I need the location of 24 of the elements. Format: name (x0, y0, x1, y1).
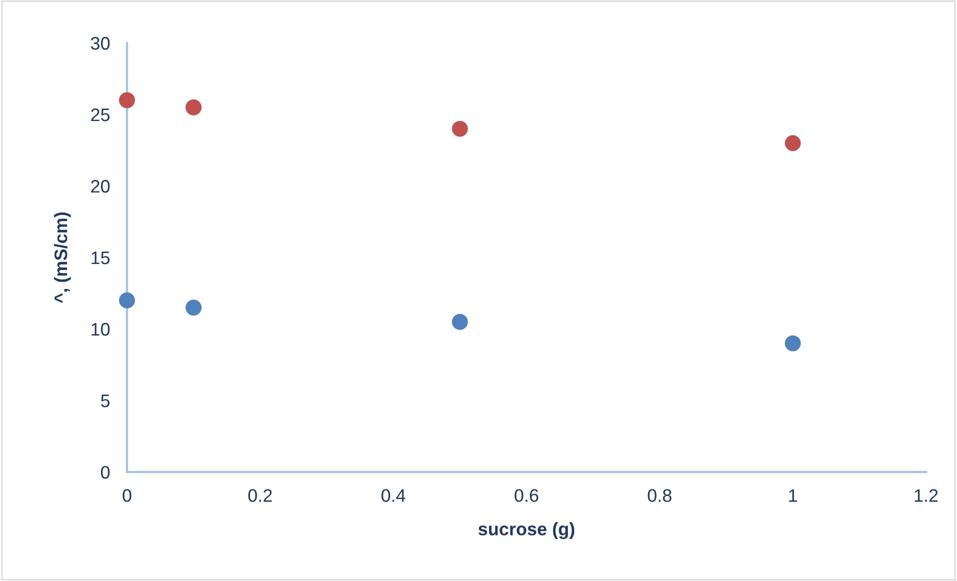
point (119, 92, 135, 108)
x-tick-label: 0.8 (648, 489, 672, 502)
x-tick-label: 1 (789, 489, 797, 502)
x-tick-label: 1.2 (914, 489, 938, 502)
y-tick-label: 30 (90, 36, 110, 50)
x-tick-label: 0.4 (381, 489, 406, 502)
y-axis-title: ^, (mS/cm) (54, 212, 71, 304)
x-axis-title: sucrose (g) (478, 522, 574, 540)
point (452, 314, 468, 330)
y-tick-label: 0 (100, 466, 110, 479)
point (784, 335, 801, 352)
point (452, 120, 468, 137)
x-tick-label: 0.2 (248, 489, 272, 502)
x-tick-label: 0 (122, 489, 132, 502)
point (784, 135, 801, 152)
point (186, 99, 202, 116)
y-tick-label: 5 (101, 394, 110, 408)
point (186, 300, 202, 316)
x-tick-label: 0.6 (514, 489, 538, 502)
y-tick-label: 25 (91, 108, 110, 122)
y-tick-label: 15 (92, 252, 110, 264)
y-tick-label: 10 (92, 322, 110, 336)
point (119, 292, 135, 308)
y-tick-label: 20 (91, 180, 110, 193)
